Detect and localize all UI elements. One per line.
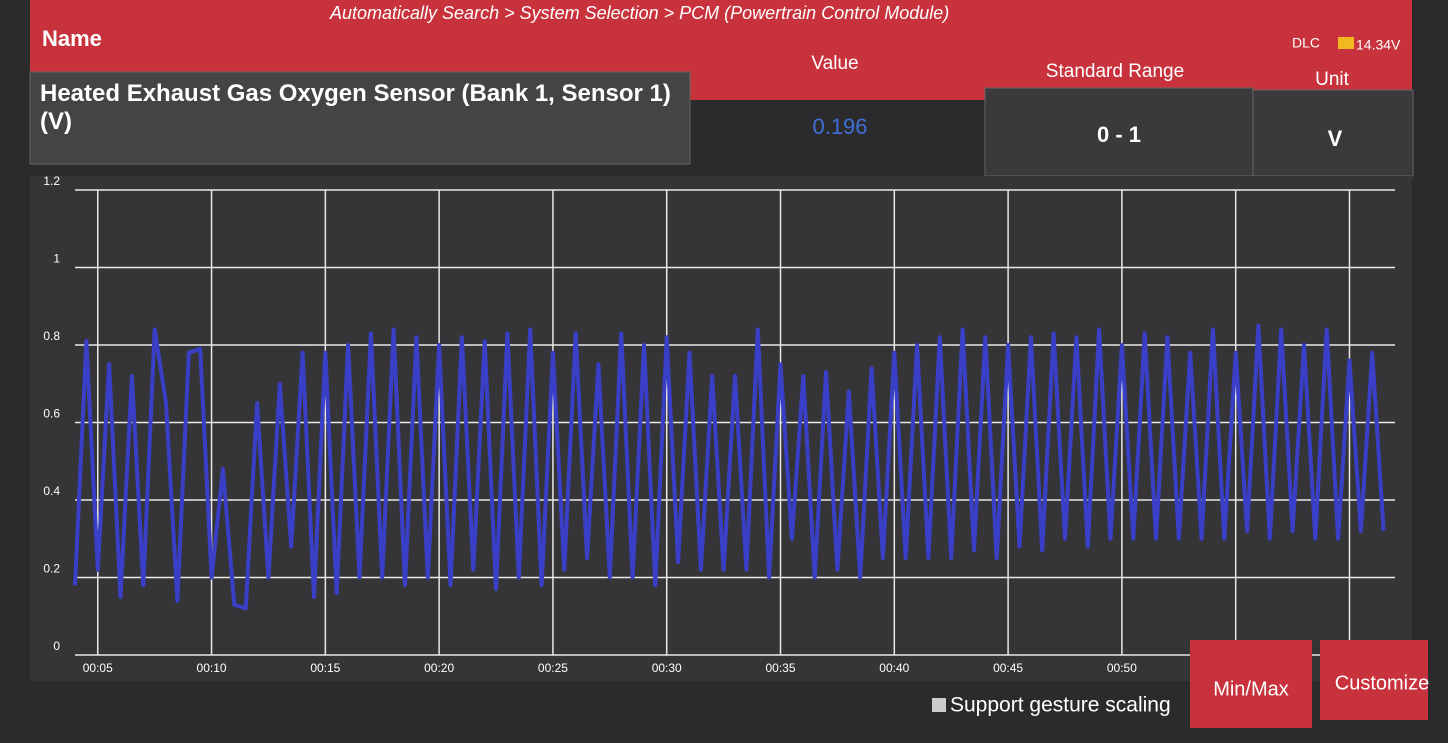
y-tick-label: 1.2 — [43, 174, 60, 188]
name-header: Name — [42, 26, 102, 51]
x-tick-label: 00:40 — [879, 661, 909, 675]
x-tick-label: 00:30 — [652, 661, 682, 675]
x-tick-label: 00:35 — [766, 661, 796, 675]
y-tick-label: 0.8 — [43, 329, 60, 343]
breadcrumb: Automatically Search > System Selection … — [329, 3, 949, 23]
column-header: Unit — [1315, 69, 1350, 90]
column-header: Standard Range — [1046, 61, 1184, 82]
battery-icon — [1338, 37, 1354, 49]
y-tick-label: 0.2 — [43, 562, 60, 576]
x-tick-label: 00:45 — [993, 661, 1023, 675]
button-label[interactable]: Min/Max — [1213, 678, 1289, 700]
x-tick-label: 00:10 — [197, 661, 227, 675]
checkbox[interactable] — [932, 698, 946, 712]
x-tick-label: 00:05 — [83, 661, 113, 675]
column-header: Value — [811, 53, 858, 74]
standard-range: 0 - 1 — [1097, 122, 1141, 147]
x-tick-label: 00:15 — [310, 661, 340, 675]
screen: Automatically Search > System Selection … — [0, 0, 1448, 738]
name-cell-text-box: Heated Exhaust Gas Oxygen Sensor (Bank 1… — [40, 80, 680, 160]
y-tick-label: 0.6 — [43, 407, 60, 421]
voltage: 14.34V — [1356, 37, 1401, 53]
unit: V — [1328, 126, 1343, 151]
button-label[interactable]: Customize — [1335, 672, 1429, 694]
gesture-option[interactable]: Support gesture scaling — [950, 694, 1171, 717]
x-tick-label: 00:20 — [424, 661, 454, 675]
y-tick-label: 0 — [53, 639, 60, 653]
x-tick-label: 00:25 — [538, 661, 568, 675]
x-tick-label: 00:50 — [1107, 661, 1137, 675]
y-tick-label: 0.4 — [43, 484, 60, 498]
sensor-value: 0.196 — [812, 114, 867, 139]
sensor-name: Heated Exhaust Gas Oxygen Sensor (Bank 1… — [40, 80, 680, 136]
y-tick-label: 1 — [53, 252, 60, 266]
dlc-label: DLC — [1292, 35, 1320, 51]
page: Automatically Search > System Selection … — [0, 0, 1448, 738]
